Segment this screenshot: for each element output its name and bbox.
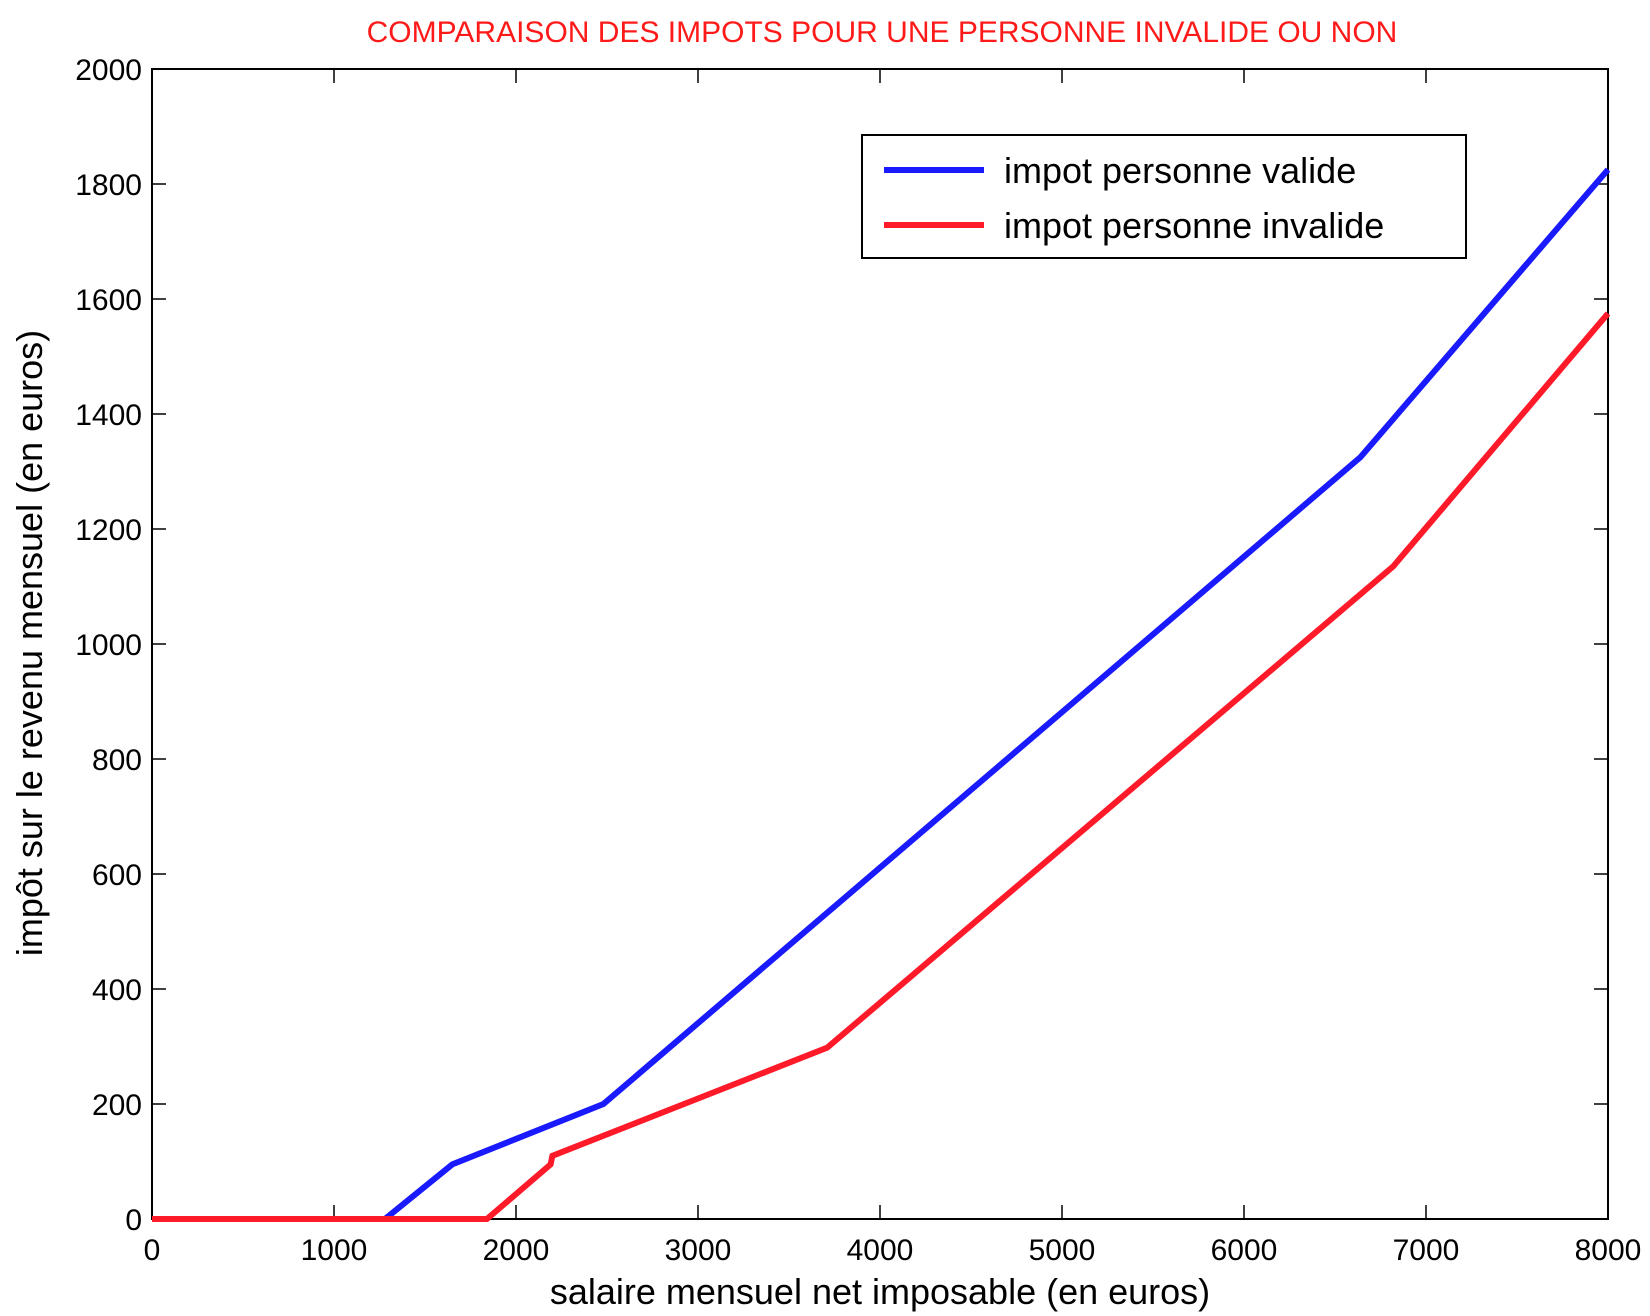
x-tick-label: 4000	[847, 1234, 914, 1267]
x-tick-label: 2000	[483, 1234, 550, 1267]
y-tick-label: 1000	[75, 629, 142, 662]
x-tick-label: 0	[144, 1234, 161, 1267]
series-layer	[152, 167, 1611, 1222]
legend-box	[861, 134, 1467, 259]
y-tick-label: 800	[92, 744, 142, 777]
y-tick-label: 1200	[75, 514, 142, 547]
series-line-2	[152, 311, 1611, 1222]
y-tick-label: 600	[92, 859, 142, 892]
x-tick-label: 3000	[665, 1234, 732, 1267]
y-tick-label: 1600	[75, 284, 142, 317]
x-tick-label: 6000	[1211, 1234, 1278, 1267]
y-tick-label: 1800	[75, 169, 142, 202]
y-tick-label: 400	[92, 974, 142, 1007]
x-tick-label: 7000	[1393, 1234, 1460, 1267]
x-tick-label: 5000	[1029, 1234, 1096, 1267]
y-tick-label: 1400	[75, 399, 142, 432]
y-axis-label: impôt sur le revenu mensuel (en euros)	[9, 330, 50, 956]
plot-frame	[151, 68, 1609, 1220]
x-axis-label: salaire mensuel net imposable (en euros)	[550, 1271, 1210, 1312]
chart-title: COMPARAISON DES IMPOTS POUR UNE PERSONNE…	[367, 16, 1398, 49]
legend-label-1: impot personne valide	[1004, 150, 1356, 191]
y-axis: 0 200 400 600 800 1000 1200 1400 1600 1800 2000	[75, 54, 1608, 1237]
y-tick-label: 200	[92, 1089, 142, 1122]
legend-label-2: impot personne invalide	[1004, 205, 1384, 246]
plot-area	[151, 68, 1609, 1220]
x-tick-label: 1000	[301, 1234, 368, 1267]
x-tick-label: 8000	[1575, 1234, 1642, 1267]
y-tick-label: 0	[125, 1204, 142, 1237]
legend: impot personne valide impot personne inva…	[861, 134, 1467, 259]
x-axis: 0 1000 2000 3000 4000 5000 6000 7000 8000	[144, 69, 1642, 1267]
y-tick-label: 2000	[75, 54, 142, 87]
